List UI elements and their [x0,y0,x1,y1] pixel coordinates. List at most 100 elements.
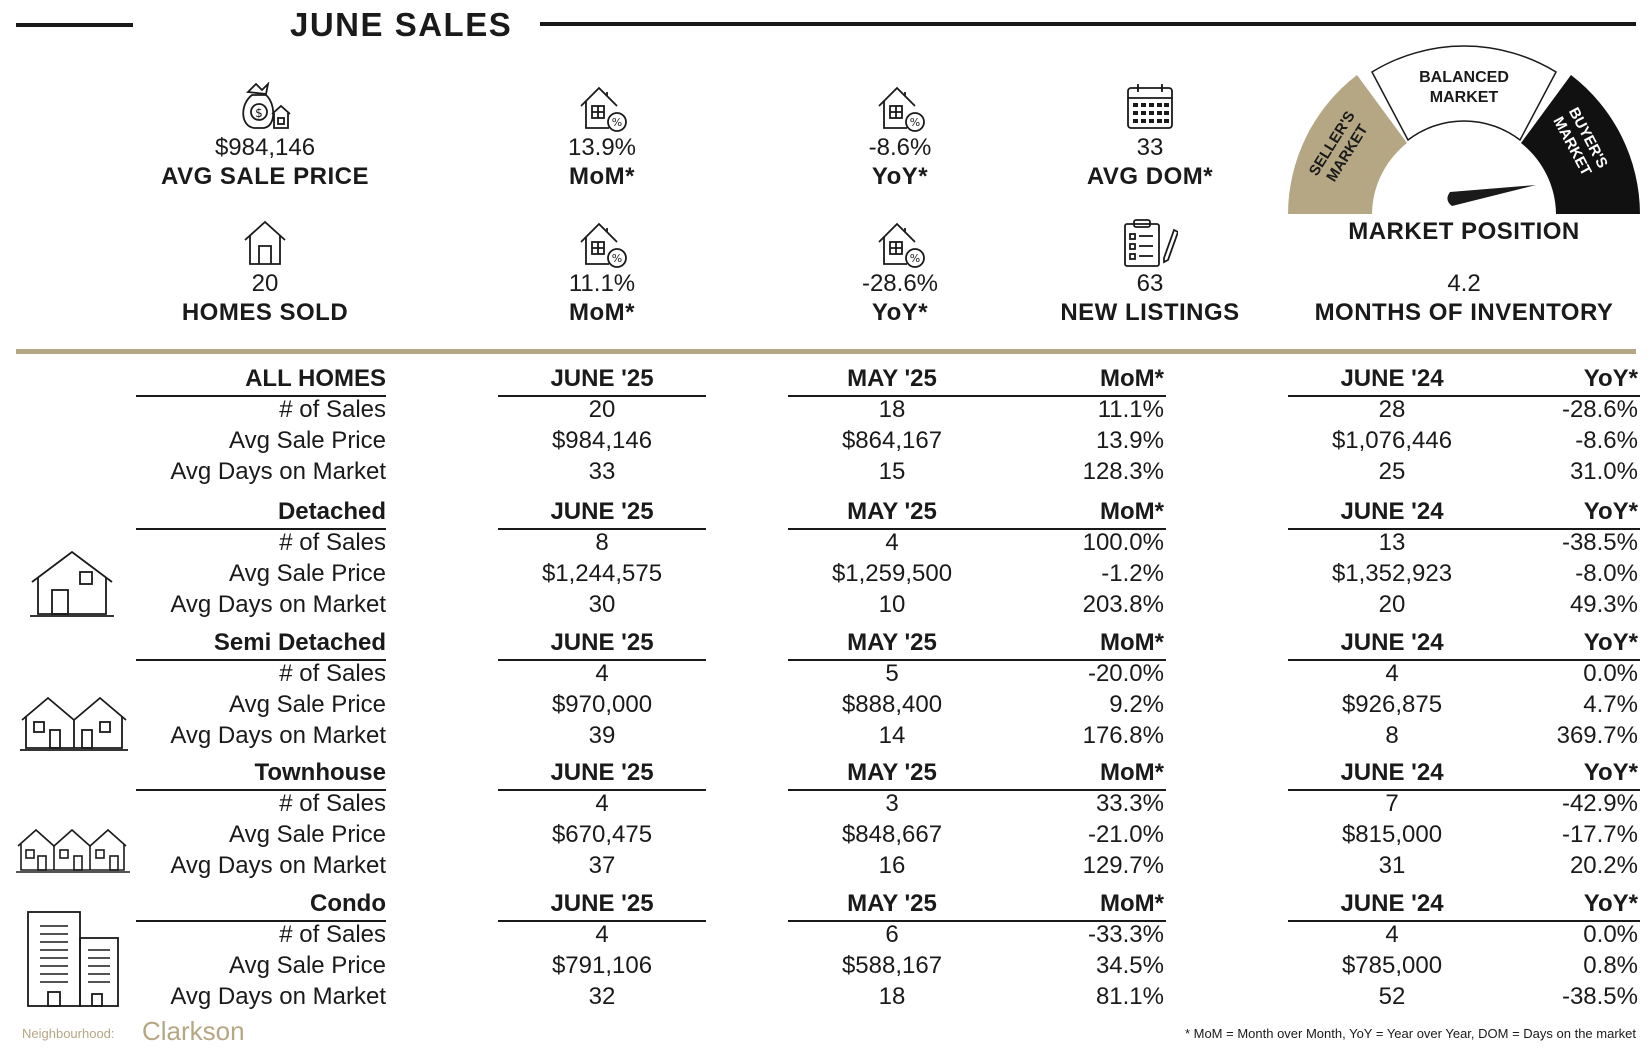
table-cell-yoy: 20.2% [1569,852,1638,879]
kpi-value: 4.2 [1447,270,1481,297]
table-cell-june24: 31 [1378,852,1406,879]
table-cell-mom: 33.3% [1095,790,1164,817]
row-label: # of Sales [279,396,386,423]
gauge-balanced-line2: MARKET [1430,89,1499,106]
table-cell-june25: 30 [588,591,616,618]
kpi-value: 63 [1136,270,1164,297]
table-cell-june24: $1,076,446 [1331,427,1453,454]
table-cell-yoy: 369.7% [1556,722,1638,749]
table-cell-may25: $1,259,500 [831,560,953,587]
row-label: Avg Sale Price [229,952,386,979]
column-header-may25: MAY '25 [847,629,937,656]
column-header-mom: MoM* [1100,759,1164,786]
gauge-seller-segment [1288,75,1407,214]
kpi-label: MoM* [569,299,635,326]
table-cell-may25: 5 [885,660,899,687]
column-header-mom: MoM* [1100,890,1164,917]
kpi-months-inventory: 4.2 MONTHS OF INVENTORY [1284,212,1644,328]
column-header-mom: MoM* [1100,629,1164,656]
kpi-value: 20 [251,270,279,297]
header-underline [1288,659,1640,661]
table-cell-may25: 3 [885,790,899,817]
header-underline [1288,528,1640,530]
column-header-june24: JUNE '24 [1340,498,1444,525]
table-cell-may25: 6 [885,921,899,948]
row-label: # of Sales [279,660,386,687]
table-cell-may25: 14 [878,722,906,749]
header-underline [788,528,1166,530]
table-cell-june24: $1,352,923 [1331,560,1453,587]
house-percent-icon: % [452,76,752,132]
house-icon [115,212,415,268]
section-divider [16,349,1636,354]
kpi-value: 33 [1136,134,1164,161]
row-label: Avg Days on Market [170,591,386,618]
svg-text:$: $ [255,106,263,120]
table-cell-mom: 100.0% [1082,529,1164,556]
column-header-june24: JUNE '24 [1340,365,1444,392]
table-cell-yoy: -28.6% [1561,396,1638,423]
header-underline [788,659,1166,661]
kpi-new-listings: 63 NEW LISTINGS [1000,212,1300,328]
row-label: # of Sales [279,921,386,948]
table-cell-june25: 4 [595,660,609,687]
column-header-may25: MAY '25 [847,498,937,525]
table-cell-yoy: -38.5% [1561,983,1638,1010]
table-cell-yoy: 31.0% [1569,458,1638,485]
header-underline [788,920,1166,922]
row-label: Avg Sale Price [229,427,386,454]
column-header-may25: MAY '25 [847,365,937,392]
table-cell-june25: 37 [588,852,616,879]
footnote: * MoM = Month over Month, YoY = Year ove… [1184,1026,1636,1041]
column-header-may25: MAY '25 [847,890,937,917]
kpi-value: 13.9% [567,134,637,161]
kpi-avg-sale-price: $ $984,146 AVG SALE PRICE [115,76,415,192]
table-cell-yoy: 49.3% [1569,591,1638,618]
kpi-mom-price: % 13.9% MoM* [452,76,752,192]
semi-detached-house-icon [20,694,128,757]
row-label: # of Sales [279,790,386,817]
table-cell-mom: 176.8% [1082,722,1164,749]
kpi-value: -28.6% [861,270,939,297]
kpi-value: -8.6% [868,134,932,161]
section-title: Detached [277,498,386,525]
house-percent-icon: % [452,212,752,268]
table-cell-yoy: 0.0% [1583,660,1638,687]
row-label: Avg Sale Price [229,821,386,848]
detached-house-icon [30,550,114,623]
table-cell-yoy: 0.0% [1583,921,1638,948]
table-cell-mom: 9.2% [1109,691,1164,718]
table-cell-may25: $864,167 [841,427,943,454]
kpi-mom-sales: % 11.1% MoM* [452,212,752,328]
table-cell-june24: 20 [1378,591,1406,618]
column-header-yoy: YoY* [1583,890,1638,917]
column-header-june24: JUNE '24 [1340,890,1444,917]
kpi-label: YoY* [871,299,929,326]
kpi-label: AVG SALE PRICE [161,163,369,190]
table-cell-mom: 203.8% [1082,591,1164,618]
kpi-label: HOMES SOLD [181,299,349,326]
table-cell-june25: $984,146 [551,427,653,454]
kpi-label: AVG DOM* [1086,163,1214,190]
table-cell-mom: 34.5% [1095,952,1164,979]
table-cell-june24: $785,000 [1341,952,1443,979]
table-cell-yoy: -8.0% [1575,560,1638,587]
header-underline [136,789,386,791]
neighbourhood-label: Neighbourhood: [22,1026,115,1041]
row-label: Avg Days on Market [170,852,386,879]
header-underline [788,789,1166,791]
table-cell-may25: $848,667 [841,821,943,848]
table-cell-may25: 16 [878,852,906,879]
table-cell-june25: $791,106 [551,952,653,979]
column-header-yoy: YoY* [1583,365,1638,392]
house-percent-icon: % [750,76,1050,132]
table-cell-yoy: -42.9% [1561,790,1638,817]
header-underline [498,659,706,661]
row-label: Avg Days on Market [170,458,386,485]
table-cell-june25: $1,244,575 [541,560,663,587]
table-cell-mom: 129.7% [1082,852,1164,879]
table-cell-june25: 4 [595,921,609,948]
header-underline [1288,789,1640,791]
kpi-label: MONTHS OF INVENTORY [1314,299,1614,326]
table-cell-june24: $926,875 [1341,691,1443,718]
